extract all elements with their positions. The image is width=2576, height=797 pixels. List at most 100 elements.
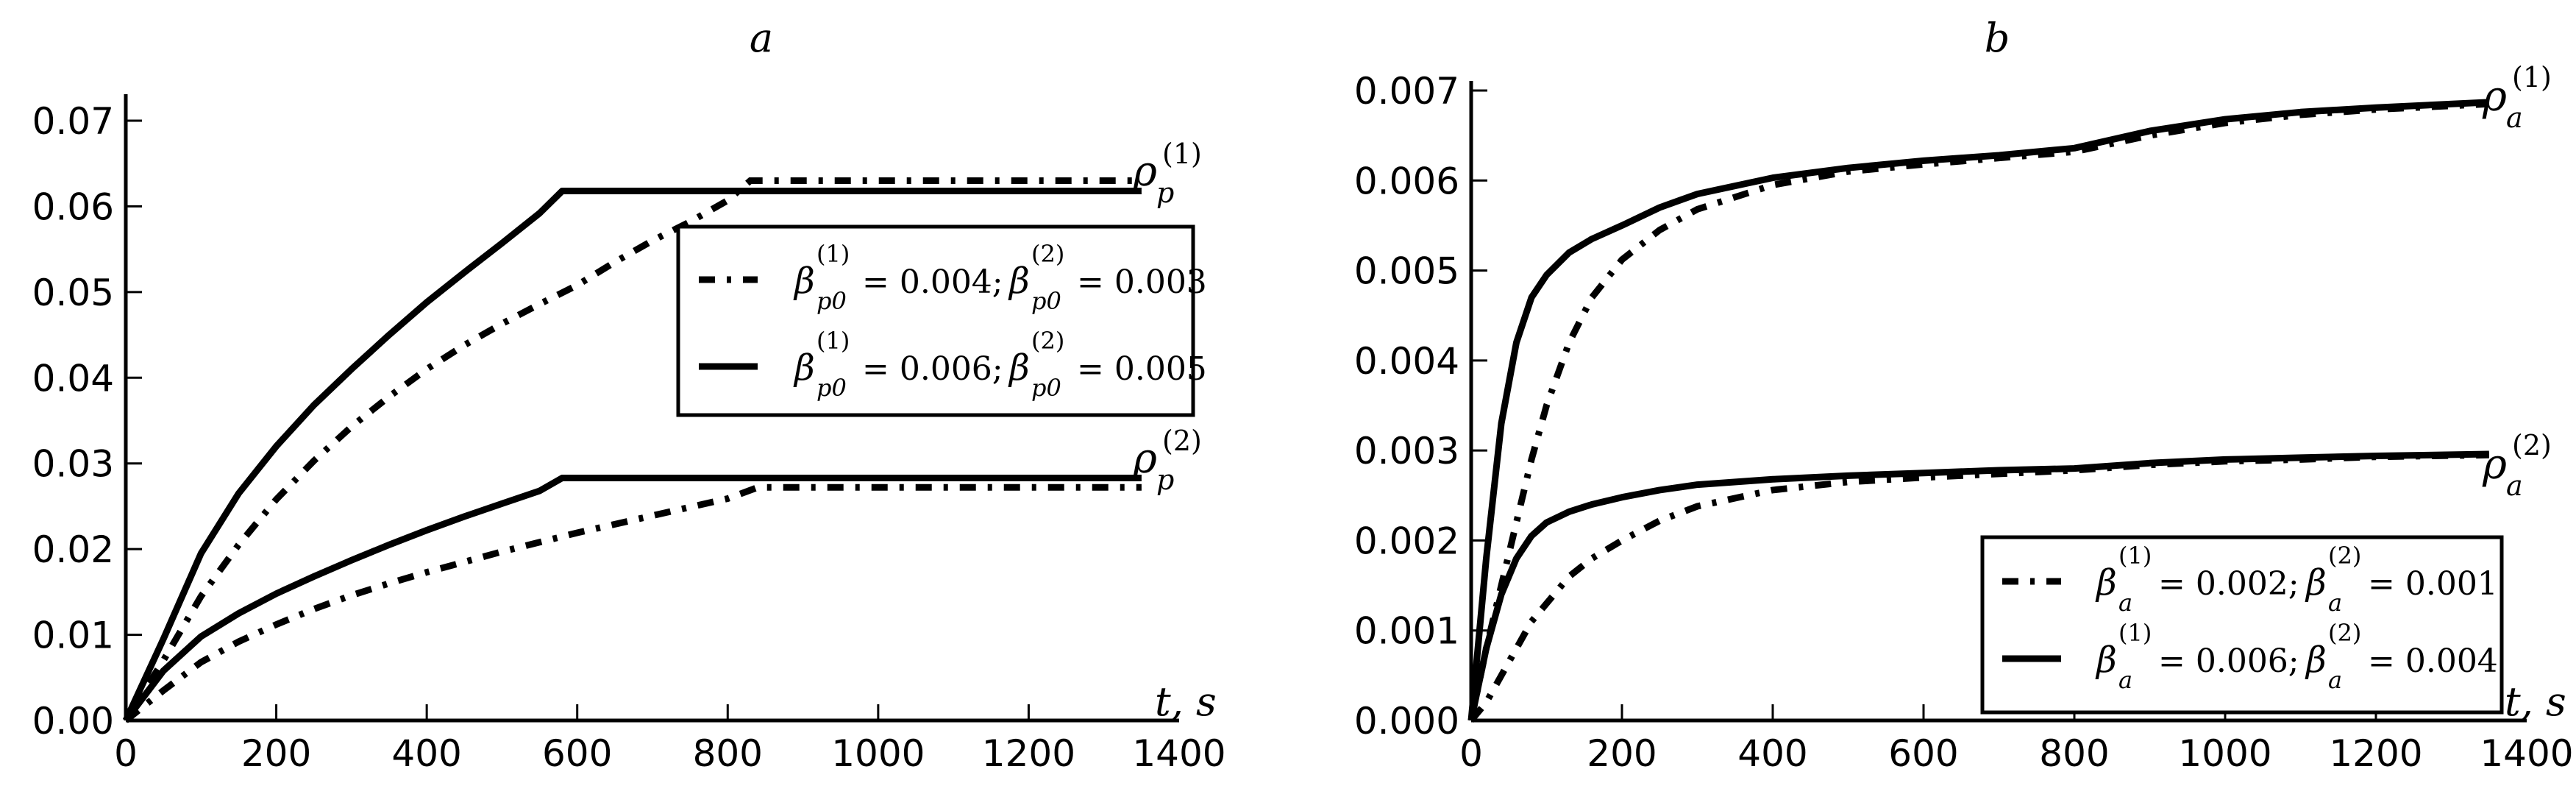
svg-text:(1): (1) bbox=[816, 327, 850, 355]
svg-text:β: β bbox=[1008, 347, 1030, 389]
series-group-b bbox=[1467, 99, 2490, 723]
x-tick-label: 1400 bbox=[2480, 732, 2573, 775]
chart-panel-b: b 0 200 400 600 800 1000 1200 1400 0.000 0.001 0.0… bbox=[1354, 15, 2574, 775]
svg-text:(1): (1) bbox=[816, 240, 850, 268]
x-tick-label: 1000 bbox=[2178, 732, 2271, 775]
x-axis-label-a: t, s bbox=[1155, 679, 1217, 725]
x-tick-label: 1200 bbox=[2329, 732, 2422, 775]
series-line-dashdot bbox=[1467, 100, 2490, 721]
x-tick-label: 200 bbox=[1587, 732, 1657, 775]
y-tick-label: 0.06 bbox=[32, 185, 114, 228]
series-line-solid bbox=[1467, 450, 2489, 721]
x-tick-label: 200 bbox=[241, 732, 311, 775]
x-tick-label: 400 bbox=[391, 732, 461, 775]
svg-text:= 0.004: = 0.004 bbox=[2358, 642, 2498, 680]
y-tick-label: 0.004 bbox=[1354, 340, 1459, 383]
svg-text:= 0.002;: = 0.002; bbox=[2148, 565, 2310, 603]
axis-ticks-b: 0 200 400 600 800 1000 1200 1400 0.000 0.001 0.002… bbox=[1354, 70, 2574, 775]
svg-text:(2): (2) bbox=[1031, 327, 1064, 355]
legend-entry-1-b: β a (1) = 0.002; β a (2) = 0.001 bbox=[2095, 542, 2498, 617]
series-line-dashdot bbox=[123, 177, 1142, 723]
series-line-solid bbox=[122, 188, 1142, 722]
y-tick-label: 0.04 bbox=[32, 357, 114, 400]
svg-text:a: a bbox=[2328, 589, 2342, 617]
x-tick-label: 800 bbox=[2039, 732, 2109, 775]
svg-text:ρ: ρ bbox=[2482, 73, 2507, 121]
y-tick-label: 0.005 bbox=[1354, 250, 1459, 293]
series-line-dashdot bbox=[124, 483, 1142, 723]
series-line-solid bbox=[1467, 99, 2490, 721]
svg-text:a: a bbox=[2506, 470, 2523, 502]
panel-title-b: b bbox=[1985, 15, 2010, 61]
svg-text:β: β bbox=[2095, 562, 2117, 603]
y-tick-label: 0.01 bbox=[32, 614, 114, 657]
x-tick-label: 600 bbox=[1888, 732, 1958, 775]
svg-text:p: p bbox=[1156, 177, 1174, 209]
svg-text:(2): (2) bbox=[1031, 240, 1064, 268]
y-tick-label: 0.03 bbox=[32, 443, 114, 486]
axis-ticks-a: 0 200 400 600 800 1000 1200 1400 0.00 0.01 0.02 0.0… bbox=[32, 100, 1226, 775]
svg-text:(1): (1) bbox=[2118, 619, 2152, 647]
y-tick-label: 0.05 bbox=[32, 272, 114, 314]
legend-b: β a (1) = 0.002; β a (2) = 0.001 β a (1)… bbox=[1980, 535, 2504, 715]
y-tick-label: 0.000 bbox=[1354, 700, 1459, 743]
y-tick-label: 0.00 bbox=[32, 700, 114, 743]
svg-text:β: β bbox=[2305, 640, 2327, 681]
annotation-rho-a2: ρ a (2) bbox=[2482, 429, 2552, 502]
svg-text:(2): (2) bbox=[1162, 425, 1202, 457]
y-tick-label: 0.006 bbox=[1354, 160, 1459, 202]
svg-text:β: β bbox=[2095, 640, 2117, 681]
x-axis-label-b: t, s bbox=[2505, 679, 2566, 725]
svg-text:= 0.001: = 0.001 bbox=[2358, 565, 2498, 603]
svg-text:ρ: ρ bbox=[1132, 148, 1157, 196]
svg-text:p0: p0 bbox=[816, 374, 847, 402]
y-tick-label: 0.002 bbox=[1354, 520, 1459, 562]
svg-text:= 0.006;: = 0.006; bbox=[2148, 642, 2310, 680]
y-tick-label: 0.001 bbox=[1354, 610, 1459, 653]
svg-text:a: a bbox=[2118, 666, 2132, 694]
annotation-rho-p1: ρ p (1) bbox=[1132, 138, 1202, 209]
legend-a: β p0 (1) = 0.004; β p0 (2) = 0.003 β p0 … bbox=[676, 224, 1207, 417]
svg-text:β: β bbox=[1008, 261, 1030, 302]
chart-panel-a: a 0 200 400 600 800 1000 1200 14000.000.010.020… bbox=[32, 15, 1226, 775]
svg-text:= 0.004;: = 0.004; bbox=[852, 263, 1014, 301]
svg-text:β: β bbox=[2305, 562, 2327, 603]
svg-text:β: β bbox=[793, 261, 815, 302]
svg-text:(2): (2) bbox=[2328, 542, 2361, 570]
svg-text:= 0.003: = 0.003 bbox=[1067, 263, 1207, 301]
svg-text:(1): (1) bbox=[1162, 138, 1202, 170]
svg-text:ρ: ρ bbox=[2482, 441, 2507, 489]
svg-text:= 0.006;: = 0.006; bbox=[852, 350, 1014, 388]
legend-entry-2-b: β a (1) = 0.006; β a (2) = 0.004 bbox=[2095, 619, 2498, 694]
x-tick-label: 1400 bbox=[1132, 732, 1225, 775]
svg-text:(2): (2) bbox=[2512, 429, 2552, 461]
svg-text:(2): (2) bbox=[2328, 619, 2361, 647]
svg-text:p0: p0 bbox=[1031, 287, 1061, 315]
svg-text:β: β bbox=[793, 347, 815, 389]
annotation-rho-a1: ρ a (1) bbox=[2482, 61, 2552, 134]
svg-text:(1): (1) bbox=[2512, 61, 2552, 93]
svg-text:(1): (1) bbox=[2118, 542, 2152, 570]
series-group-a bbox=[122, 177, 1142, 723]
y-tick-label: 0.02 bbox=[32, 528, 114, 571]
svg-text:ρ: ρ bbox=[1132, 435, 1157, 483]
x-tick-label: 600 bbox=[542, 732, 612, 775]
svg-text:= 0.005: = 0.005 bbox=[1067, 350, 1207, 388]
panel-title-a: a bbox=[750, 15, 773, 61]
y-tick-label: 0.003 bbox=[1354, 430, 1459, 472]
svg-text:a: a bbox=[2506, 102, 2523, 134]
x-tick-label: 1000 bbox=[831, 732, 925, 775]
legend-entry-2-a: β p0 (1) = 0.006; β p0 (2) = 0.005 bbox=[793, 327, 1207, 402]
svg-text:a: a bbox=[2328, 666, 2342, 694]
x-tick-label: 1200 bbox=[982, 732, 1075, 775]
x-tick-label: 0 bbox=[114, 732, 138, 775]
x-tick-label: 0 bbox=[1459, 732, 1483, 775]
svg-text:p0: p0 bbox=[1031, 374, 1061, 402]
y-tick-label: 0.07 bbox=[32, 100, 114, 143]
y-tick-label: 0.007 bbox=[1354, 70, 1459, 113]
series-line-solid bbox=[123, 475, 1142, 723]
x-tick-label: 400 bbox=[1737, 732, 1807, 775]
legend-entry-1-a: β p0 (1) = 0.004; β p0 (2) = 0.003 bbox=[793, 240, 1207, 315]
svg-text:p0: p0 bbox=[816, 287, 847, 315]
